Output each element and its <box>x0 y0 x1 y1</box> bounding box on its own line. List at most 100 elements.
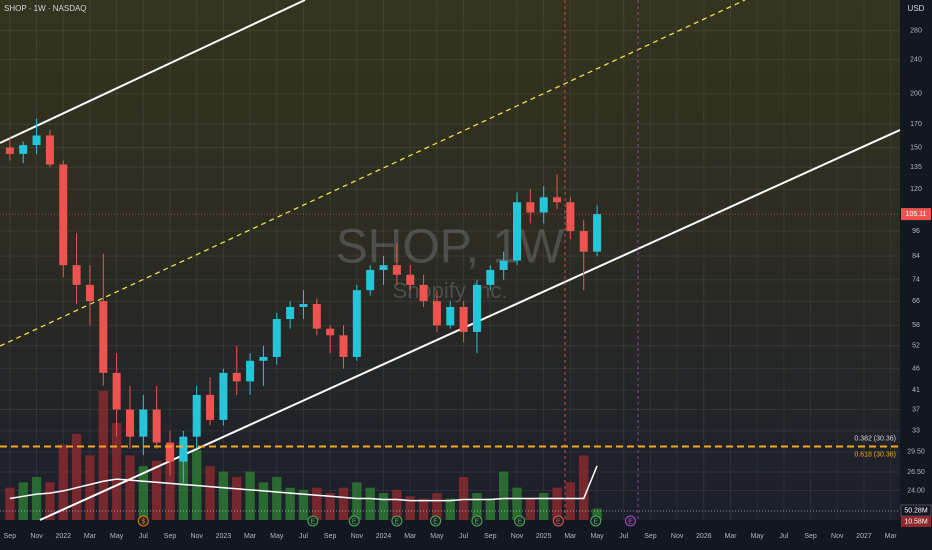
y-tick-label: 24.00 <box>907 487 925 494</box>
candle-body <box>32 135 41 146</box>
y-tick-label: 120 <box>910 186 922 193</box>
y-tick-label: 200 <box>910 91 922 98</box>
candle-body <box>286 306 295 320</box>
candle-body <box>539 197 548 213</box>
channel-mid <box>0 0 746 347</box>
candle-body <box>379 265 388 270</box>
volume-ma-label: 50.28M <box>904 507 928 514</box>
volume-bar <box>579 455 589 520</box>
event-label: $ <box>141 518 145 525</box>
currency: USD <box>908 4 925 13</box>
volume-bar <box>325 493 335 520</box>
fib-label: 0.382 (30.36) <box>854 435 896 442</box>
candle-body <box>125 409 134 437</box>
candle-body <box>5 147 14 154</box>
y-tick-label: 37 <box>912 406 920 413</box>
y-tick-label: 74 <box>912 277 920 284</box>
volume-bar <box>498 471 509 520</box>
last-price-label: 105.11 <box>906 211 927 218</box>
candle-body <box>219 372 228 420</box>
last-price-box <box>901 208 931 221</box>
volume-bar <box>485 498 495 520</box>
volume-bar <box>539 493 549 520</box>
volume-bar <box>111 423 122 520</box>
x-tick-label: Mar <box>885 533 898 540</box>
volume-bar <box>365 487 375 520</box>
candle-body <box>446 306 455 326</box>
volume-bar <box>472 493 482 520</box>
candle-body <box>566 202 575 232</box>
event-label: E <box>475 518 480 525</box>
event-marker <box>391 515 403 527</box>
volume-bar <box>71 433 82 520</box>
x-tick-label: May <box>270 533 284 540</box>
x-tick-label: Nov <box>30 533 43 540</box>
volume-bar <box>512 487 522 520</box>
event-marker <box>590 515 602 527</box>
y-tick-label: 135 <box>910 164 922 171</box>
candles <box>5 118 602 483</box>
x-tick-label: Mar <box>724 533 737 540</box>
event-marker <box>514 515 526 527</box>
candle-body <box>432 301 441 326</box>
y-tick-label: 150 <box>910 144 922 151</box>
time-axis <box>0 520 932 550</box>
x-tick-label: Sep <box>324 533 337 540</box>
candle-body <box>59 164 68 266</box>
x-tick-label: 2023 <box>216 533 232 540</box>
candle-body <box>419 284 428 302</box>
y-tick-label: 58 <box>912 322 920 329</box>
channel-upper <box>0 0 306 144</box>
event-marker <box>137 515 149 527</box>
volume-bar <box>258 482 269 520</box>
x-tick-label: Nov <box>671 533 684 540</box>
x-tick-label: Mar <box>84 533 97 540</box>
event-label: E <box>517 518 522 525</box>
candle-body <box>99 301 108 373</box>
event-label: E <box>310 518 315 525</box>
candle-body <box>19 145 28 154</box>
y-tick-label: 170 <box>910 121 922 128</box>
y-tick-label: 84 <box>912 253 920 260</box>
event-marker <box>348 515 360 527</box>
candle-body <box>472 284 481 332</box>
candle-body <box>152 409 161 443</box>
candle-body <box>139 409 148 437</box>
x-tick-label: Jul <box>299 533 308 540</box>
x-tick-label: May <box>110 533 124 540</box>
volume-bar <box>312 487 322 520</box>
x-tick-label: Nov <box>511 533 524 540</box>
candle-body <box>352 290 361 357</box>
volume-ma-line <box>9 465 598 502</box>
volume-bar <box>205 466 215 520</box>
candle-body <box>232 372 241 382</box>
volume-layer <box>5 390 602 520</box>
x-tick-label: Sep <box>4 533 17 540</box>
volume-bar <box>218 471 229 520</box>
volume-bar <box>58 444 68 520</box>
event-label: E <box>352 518 357 525</box>
y-tick-label: 26.50 <box>907 469 925 476</box>
candle-body <box>112 372 121 410</box>
y-tick-label: 240 <box>910 56 922 63</box>
fib-label: 0.618 (30.36) <box>854 451 896 458</box>
volume-label: 10.58M <box>904 518 928 525</box>
candle-body <box>486 269 495 285</box>
volume-bar <box>5 487 15 520</box>
candle-body <box>553 197 562 203</box>
volume-bar <box>138 466 148 520</box>
symbol-header: SHOP · 1W · NASDAQ <box>4 4 87 13</box>
candle-body <box>526 202 535 213</box>
overlay: 0.382 (30.36) 0.618 (30.36) $ E E E E E E E E E <box>0 213 900 527</box>
x-tick-label: Sep <box>804 533 817 540</box>
x-tick-label: 2027 <box>856 533 872 540</box>
y-tick-label: 29.50 <box>907 449 925 456</box>
volume-bar <box>565 482 576 520</box>
volume-bar <box>592 508 602 520</box>
x-tick-label: Jul <box>459 533 468 540</box>
candle-body <box>192 394 201 437</box>
x-tick-label: May <box>430 533 444 540</box>
x-tick-label: Mar <box>564 533 577 540</box>
event-marker <box>307 515 319 527</box>
